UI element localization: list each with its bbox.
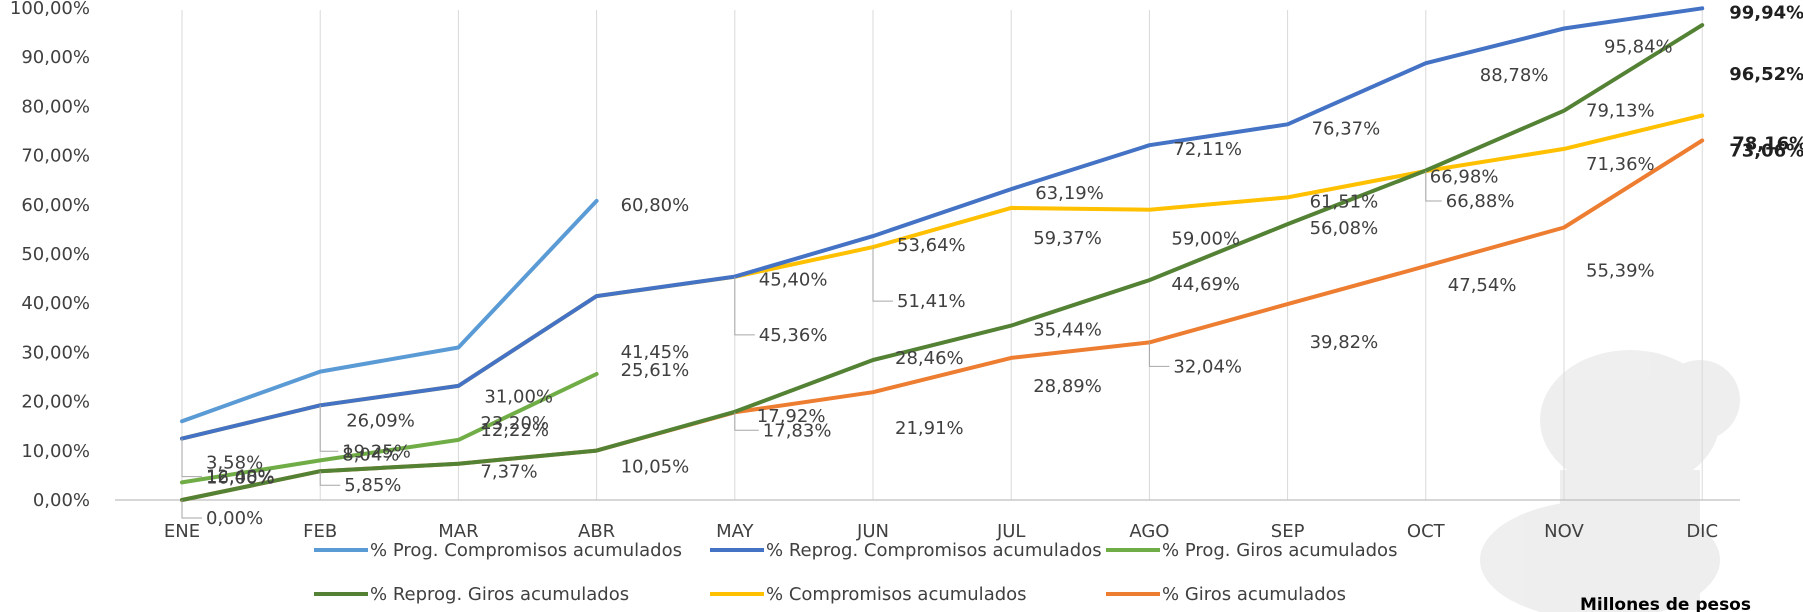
data-label: 25,61% <box>621 360 690 381</box>
data-label: 53,64% <box>897 235 966 256</box>
y-tick-label: 10,00% <box>21 441 90 462</box>
data-label: 12,22% <box>480 420 549 441</box>
label-leader-lines <box>181 170 1442 519</box>
data-label: 55,39% <box>1586 260 1655 281</box>
data-label: 39,82% <box>1310 332 1379 353</box>
data-label: 59,00% <box>1171 229 1240 250</box>
data-label: 5,85% <box>344 475 401 496</box>
units-note: Millones de pesos <box>1580 595 1751 612</box>
data-label: 16,00% <box>206 467 275 488</box>
series-line-2 <box>180 372 599 485</box>
watermark-statue-image <box>1480 350 1740 612</box>
leader-line <box>734 276 755 336</box>
series-lines <box>180 6 1705 502</box>
data-label: 78,16% <box>1732 133 1803 154</box>
x-tick-label: SEP <box>1271 521 1305 542</box>
y-tick-label: 50,00% <box>21 244 90 265</box>
data-label: 61,51% <box>1310 191 1379 212</box>
data-label: 35,44% <box>1033 320 1102 341</box>
data-label: 95,84% <box>1604 36 1673 57</box>
x-tick-label: MAY <box>716 521 754 542</box>
data-label: 26,09% <box>346 411 415 432</box>
legend-label: % Compromisos acumulados <box>766 584 1027 605</box>
y-tick-label: 90,00% <box>21 47 90 68</box>
legend: % Prog. Compromisos acumulados % Reprog. … <box>314 540 1397 605</box>
leader-line <box>1148 342 1170 367</box>
legend-label: % Giros acumulados <box>1162 584 1346 605</box>
data-label: 88,78% <box>1480 65 1549 86</box>
data-label: 3,58% <box>206 452 263 473</box>
leader-line <box>319 405 339 452</box>
data-label: 28,46% <box>895 348 964 369</box>
data-label: 71,36% <box>1586 154 1655 175</box>
x-tick-label: ENE <box>164 521 200 542</box>
leader-line <box>319 471 341 486</box>
x-tick-label: FEB <box>303 521 337 542</box>
data-label: 99,94% <box>1729 2 1803 23</box>
leader-line <box>734 412 759 431</box>
x-tick-label: NOV <box>1544 521 1584 542</box>
data-label: 45,36% <box>759 325 828 346</box>
data-label: 96,52% <box>1729 64 1803 85</box>
y-tick-label: 70,00% <box>21 146 90 167</box>
data-label: 41,45% <box>621 342 690 363</box>
leader-line <box>872 247 893 302</box>
legend-label: % Prog. Compromisos acumulados <box>370 540 682 561</box>
y-tick-label: 40,00% <box>21 293 90 314</box>
data-label: 79,13% <box>1586 101 1655 122</box>
y-tick-label: 100,00% <box>10 0 90 19</box>
data-label: 72,11% <box>1173 139 1242 160</box>
x-tick-label: AGO <box>1129 521 1169 542</box>
data-label: 19,25% <box>342 441 411 462</box>
y-tick-label: 20,00% <box>21 392 90 413</box>
legend-label: % Reprog. Compromisos acumulados <box>766 540 1102 561</box>
data-label: 45,40% <box>759 270 828 291</box>
data-label: 32,04% <box>1173 356 1242 377</box>
series-line-3 <box>180 23 1705 502</box>
x-tick-label: JUN <box>856 521 889 542</box>
x-axis-tick-labels: ENE FEB MAR ABR MAY JUN JUL AGO SEP OCT NOV DIC <box>164 521 1718 542</box>
data-label: 31,00% <box>484 386 553 407</box>
data-label: 21,91% <box>895 418 964 439</box>
data-label: 47,54% <box>1448 275 1517 296</box>
y-tick-label: 80,00% <box>21 96 90 117</box>
data-label: 10,05% <box>621 457 690 478</box>
legend-label: % Reprog. Giros acumulados <box>370 584 629 605</box>
data-label: 76,37% <box>1312 118 1381 139</box>
data-label: 51,41% <box>897 291 966 312</box>
y-axis-tick-labels: 0,00% 10,00% 20,00% 30,00% 40,00% 50,00% 60,00… <box>10 0 90 511</box>
data-label: 44,69% <box>1171 274 1240 295</box>
data-label: 7,37% <box>480 462 537 483</box>
series-line-1 <box>180 6 1705 441</box>
leader-line <box>181 438 202 478</box>
data-label: 66,88% <box>1446 191 1515 212</box>
leader-line <box>181 500 202 519</box>
legend-label: % Prog. Giros acumulados <box>1162 540 1397 561</box>
series-line-0 <box>180 198 599 424</box>
x-tick-label: JUL <box>996 521 1026 542</box>
data-label: 0,00% <box>206 508 263 529</box>
data-label: 17,92% <box>757 406 826 427</box>
data-label: 59,37% <box>1033 228 1102 249</box>
leader-line <box>1425 170 1442 202</box>
x-tick-label: OCT <box>1407 521 1446 542</box>
x-tick-label: ABR <box>578 521 615 542</box>
data-label: 17,83% <box>763 420 832 441</box>
y-tick-label: 0,00% <box>33 490 90 511</box>
data-label: 60,80% <box>621 195 690 216</box>
data-labels: 16,00% 26,09% 31,00% 60,80% 45,40% 53,64% 63,1… <box>206 2 1803 529</box>
data-label: 12,48% <box>206 467 275 488</box>
y-tick-label: 30,00% <box>21 342 90 363</box>
y-tick-label: 60,00% <box>21 195 90 216</box>
data-label: 66,98% <box>1430 166 1499 187</box>
data-label: 28,89% <box>1033 376 1102 397</box>
data-label: 73,06% <box>1729 141 1803 162</box>
x-tick-label: MAR <box>438 521 478 542</box>
data-label: 63,19% <box>1035 183 1104 204</box>
x-tick-label: DIC <box>1686 521 1718 542</box>
data-label: 23,20% <box>480 413 549 434</box>
data-label: 56,08% <box>1310 218 1379 239</box>
data-label: 8,04% <box>342 444 399 465</box>
